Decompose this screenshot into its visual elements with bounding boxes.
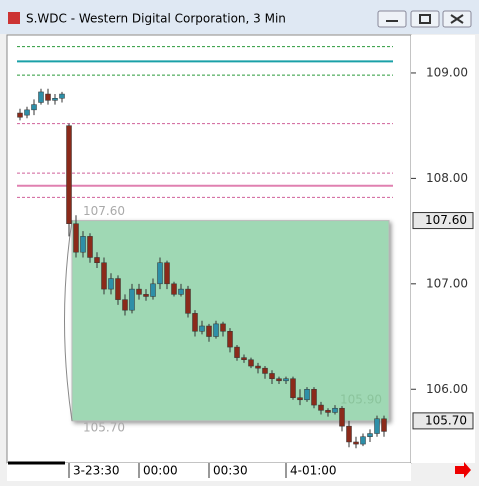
candle-body [332,407,338,413]
candle-body [304,389,310,401]
candle-body [157,262,163,285]
y-tick-label: 107.00 [426,276,468,290]
candle-body [150,283,156,297]
candle-body [59,93,65,99]
maximize-button[interactable] [410,10,440,28]
candle-body [220,323,226,332]
candle-body [17,112,23,118]
candle-body [283,378,289,382]
zone-arc [64,220,73,421]
price-marker-label: 107.60 [425,213,467,227]
candle-body [94,257,100,263]
x-tick-label: 00:30 [213,464,248,478]
candle-body [381,418,387,432]
y-tick-label: 106.00 [426,382,468,396]
candle-body [206,325,212,337]
candle-body [87,236,93,258]
candle-body [31,104,37,111]
candle-body [129,288,135,311]
candle-body [325,410,331,413]
candle-body [290,378,296,398]
candle-body [73,223,79,253]
candle-body [171,283,177,295]
x-tick-label: 00:00 [143,464,178,478]
candle-body [276,378,282,382]
x-tick-label: 4-01:00 [290,464,337,478]
candle-body [248,359,254,367]
candle-body [45,93,51,101]
candle-body [297,397,303,401]
candle-body [339,407,345,427]
candle-body [255,365,261,369]
candle-body [213,323,219,337]
candle-body [269,373,275,379]
candle-body [52,98,58,101]
candle-body [353,441,359,445]
annotation: 105.90 [340,392,382,406]
app-icon [8,12,20,24]
candle-body [80,236,86,253]
candle-body [24,109,30,116]
candle-body [241,357,247,360]
candle-body [101,262,107,290]
price-marker [412,412,474,430]
x-tick-label: 3-23:30 [73,464,120,478]
candle-body [346,425,352,443]
candle-body [367,433,373,437]
minimize-button[interactable] [377,10,407,28]
candle-body [318,404,324,411]
scroll-arrow[interactable] [455,462,471,478]
candle-body [227,331,233,348]
candle-body [199,325,205,332]
window-title: S.WDC - Western Digital Corporation, 3 M… [26,12,286,26]
candle-body [374,418,380,434]
zone-top-label: 107.60 [83,204,125,218]
candle-body [185,288,191,314]
candle-body [143,294,149,297]
candle-body [311,389,317,406]
candle-body [192,313,198,332]
price-marker-label: 105.70 [425,413,467,427]
candle-body [66,125,72,224]
candle-body [178,288,184,295]
y-tick-label: 108.00 [426,171,468,185]
price-axis [411,35,475,463]
candle-body [262,367,268,374]
candle-body [115,278,121,300]
zone [71,220,390,422]
candle-body [234,346,240,358]
candle-body [108,278,114,290]
candle-body [136,288,142,295]
zone-bottom-label: 105.70 [83,420,125,434]
candle-body [164,262,170,285]
candle-body [122,299,128,311]
candle-body [38,91,44,103]
y-tick-label: 109.00 [426,65,468,79]
price-marker [412,212,474,230]
candle-body [360,436,366,445]
